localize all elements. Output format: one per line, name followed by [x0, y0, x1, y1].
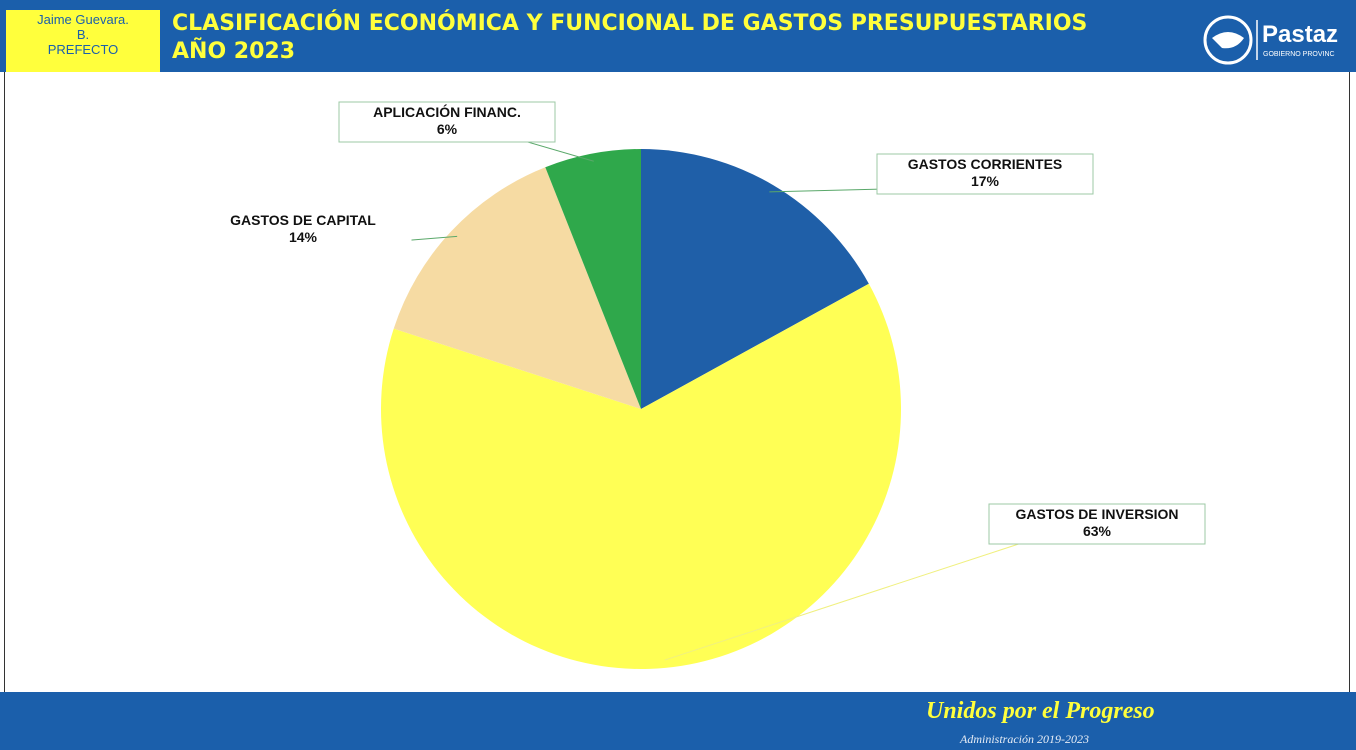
- pie-slice: [545, 149, 641, 409]
- data-label-value: 17%: [971, 173, 1000, 189]
- data-label-name: APLICACIÓN FINANC.: [373, 103, 521, 120]
- slogan: Unidos por el Progreso: [926, 698, 1155, 724]
- prefect-line: Jaime Guevara.: [37, 12, 129, 27]
- header-bar: Jaime Guevara. B. PREFECTO CLASIFICACIÓN…: [0, 0, 1356, 72]
- content-frame: [4, 72, 1350, 692]
- prefect-line: PREFECTO: [47, 42, 119, 57]
- pie-slice: [380, 283, 902, 670]
- administration: Administración 2019-2023: [960, 732, 1089, 746]
- data-label-value: 63%: [1083, 523, 1112, 539]
- slide-title: CLASIFICACIÓN ECONÓMICA Y FUNCIONAL DE G…: [172, 11, 1088, 64]
- label-box: [338, 101, 556, 143]
- data-label-name: GASTOS DE INVERSION: [1015, 506, 1178, 522]
- logo-shape: [1212, 32, 1244, 49]
- footer-bar: Unidos por el Progreso Administración 20…: [0, 692, 1356, 750]
- label-box: [194, 209, 412, 251]
- logo: Pastaz GOBIERNO PROVINC: [1203, 15, 1338, 65]
- data-label-value: 6%: [437, 121, 458, 137]
- prefect-box: Jaime Guevara. B. PREFECTO: [6, 10, 160, 72]
- logo-ring: [1203, 15, 1253, 65]
- label-box: [988, 503, 1206, 545]
- prefect-line: B.: [76, 27, 90, 42]
- data-label-value: 14%: [289, 229, 318, 245]
- logo-subtext: GOBIERNO PROVINC: [1263, 51, 1335, 58]
- pie-slice: [641, 149, 869, 409]
- data-label-name: GASTOS CORRIENTES: [908, 156, 1063, 172]
- label-box: [876, 153, 1094, 195]
- leader-line: [664, 537, 1038, 661]
- data-label-name: GASTOS DE CAPITAL: [230, 212, 376, 228]
- logo-text: Pastaz: [1262, 21, 1338, 48]
- pie-slice: [393, 167, 641, 409]
